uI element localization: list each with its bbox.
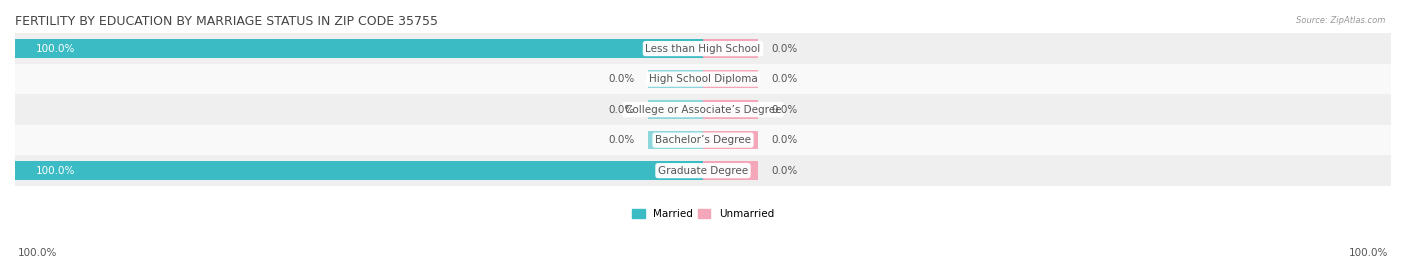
Text: 0.0%: 0.0%	[772, 135, 799, 145]
Text: 0.0%: 0.0%	[772, 74, 799, 84]
Text: Graduate Degree: Graduate Degree	[658, 166, 748, 176]
Bar	[703, 100, 758, 119]
Text: 0.0%: 0.0%	[772, 105, 799, 115]
Text: 0.0%: 0.0%	[607, 74, 634, 84]
Bar	[15, 161, 703, 180]
Bar	[648, 131, 703, 149]
Bar	[703, 131, 758, 149]
Bar	[648, 100, 703, 119]
Text: Source: ZipAtlas.com: Source: ZipAtlas.com	[1295, 16, 1385, 25]
Text: 0.0%: 0.0%	[772, 44, 799, 54]
Bar	[15, 155, 1391, 186]
Bar	[703, 161, 758, 180]
Bar	[15, 125, 1391, 155]
Text: 100.0%: 100.0%	[35, 166, 75, 176]
Bar	[15, 94, 1391, 125]
Text: 100.0%: 100.0%	[35, 44, 75, 54]
Text: 0.0%: 0.0%	[772, 166, 799, 176]
Bar	[15, 64, 1391, 94]
Text: 0.0%: 0.0%	[607, 105, 634, 115]
Bar	[703, 40, 758, 58]
Legend: Married, Unmarried: Married, Unmarried	[633, 209, 773, 219]
Bar	[15, 33, 1391, 64]
Text: High School Diploma: High School Diploma	[648, 74, 758, 84]
Text: FERTILITY BY EDUCATION BY MARRIAGE STATUS IN ZIP CODE 35755: FERTILITY BY EDUCATION BY MARRIAGE STATU…	[15, 15, 439, 28]
Text: Bachelor’s Degree: Bachelor’s Degree	[655, 135, 751, 145]
Bar	[15, 40, 703, 58]
Text: 0.0%: 0.0%	[607, 135, 634, 145]
Text: 100.0%: 100.0%	[18, 248, 58, 258]
Text: College or Associate’s Degree: College or Associate’s Degree	[624, 105, 782, 115]
Text: Less than High School: Less than High School	[645, 44, 761, 54]
Bar	[703, 70, 758, 88]
Text: 100.0%: 100.0%	[1348, 248, 1388, 258]
Bar	[648, 70, 703, 88]
